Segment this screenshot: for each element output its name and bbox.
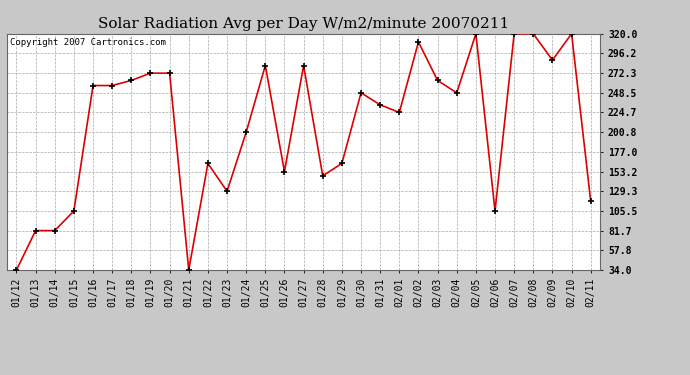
- Title: Solar Radiation Avg per Day W/m2/minute 20070211: Solar Radiation Avg per Day W/m2/minute …: [98, 17, 509, 31]
- Text: Copyright 2007 Cartronics.com: Copyright 2007 Cartronics.com: [10, 39, 166, 48]
